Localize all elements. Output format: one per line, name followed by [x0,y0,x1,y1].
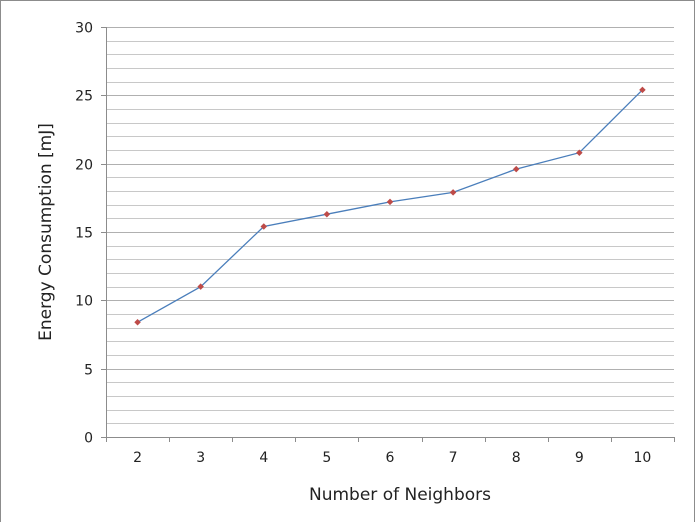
y-tick-label: 20 [75,158,93,174]
x-tick-label: 10 [634,450,652,466]
x-tick-label: 9 [575,450,584,466]
x-tick-label: 6 [386,450,395,466]
x-tick-label: 3 [196,450,205,466]
y-tick-label: 30 [75,21,93,37]
data-point [449,189,457,196]
x-tick-label: 4 [259,450,268,466]
y-tick-label: 10 [75,294,93,310]
x-tick-label: 8 [512,450,521,466]
data-point [386,198,394,206]
y-tick-label: 25 [75,89,93,105]
data-point [512,165,520,173]
y-tick-label: 15 [75,226,93,242]
data-series [134,86,646,326]
data-point [197,283,204,290]
grid-lines [106,27,674,438]
axes [101,27,675,442]
y-tick-labels: 0 5 10 15 20 25 30 [75,21,93,447]
data-point [323,210,331,218]
x-tick-label: 7 [449,450,458,466]
x-tick-label: 2 [133,450,142,466]
y-tick-label: 0 [84,431,93,447]
x-axis-title: Number of Neighbors [309,485,491,505]
x-tick-labels: 2 3 4 5 6 7 8 9 10 [133,450,651,466]
y-tick-label: 5 [84,363,93,379]
data-point [576,149,583,156]
x-tick-label: 5 [322,450,331,466]
y-axis-title: Energy Consumption [mJ] [36,123,56,341]
data-point [260,223,268,230]
data-point [134,318,141,326]
